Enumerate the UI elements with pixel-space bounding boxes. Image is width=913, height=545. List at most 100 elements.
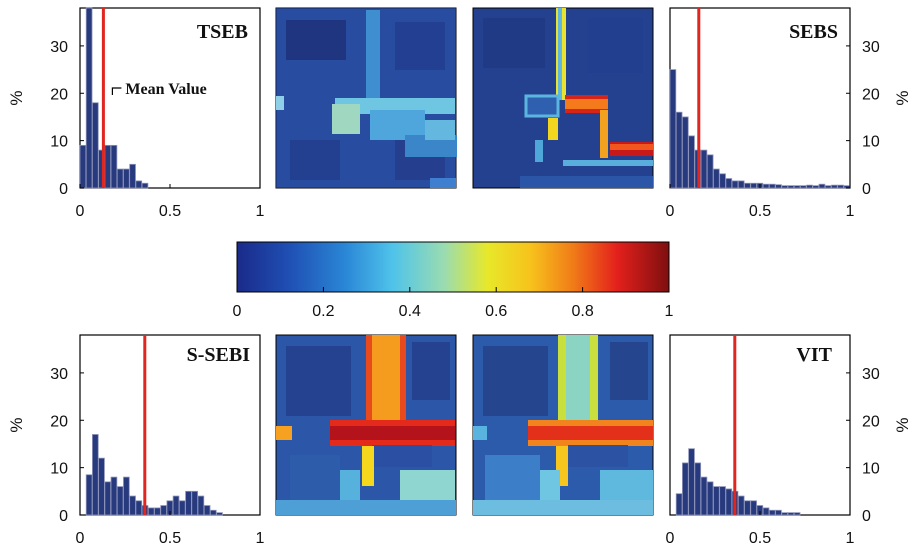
histogram-bar [172,495,180,516]
colorbar-ticks: 0 0.2 0.4 0.6 0.8 1 [233,287,674,320]
histogram-bar [762,183,770,189]
histogram-bar [98,457,105,516]
map-bottom-right [472,334,654,516]
histogram-bar [129,495,136,516]
histogram-bar [116,486,124,516]
x-tick-label: 0 [76,530,85,545]
histogram-bar [85,7,93,189]
x-tick-label: 0 [76,203,85,220]
y-tick-label: 0 [59,508,68,525]
y-tick-label: 10 [50,461,68,478]
histogram-s-sebi: 0 10 20 30 0 0.5 1% S-SEBI [7,334,265,545]
histogram-bar [781,512,788,516]
histogram-bar [731,180,739,189]
x-tick-label: 0.5 [749,203,771,220]
x-tick-label: 0.5 [159,203,181,220]
histogram-bar [812,185,820,189]
histogram-bar [762,507,770,516]
histogram-bar [800,185,807,189]
colorbar-tick-label: 0.6 [485,303,507,320]
histogram-bar [675,493,683,516]
histogram-bar [191,490,198,516]
map-top-left [275,7,457,189]
histogram-bar [824,185,832,189]
histogram-bar [688,135,695,189]
colorbar-tick-label: 1 [665,303,674,320]
histogram-bar [216,512,223,516]
histogram-bar [123,168,130,189]
x-tick-label: 0.5 [159,530,181,545]
histogram-bar [203,505,211,516]
histogram-bar [837,184,844,189]
histogram-bar [141,182,149,189]
x-tick-label: 0.5 [749,530,771,545]
histogram-bar [744,182,751,189]
colorbar-tick-label: 0 [233,303,242,320]
histogram-bar [135,180,143,189]
map-top-right [472,7,654,189]
histogram-bar [682,462,689,516]
histogram-bar [781,185,788,189]
histogram-bar [725,178,733,189]
histogram-bar [116,168,124,189]
colorbar: 0 0.2 0.4 0.6 0.8 1 [233,241,674,320]
y-tick-label: 20 [50,413,68,430]
histogram-bar [185,490,192,516]
histogram-bar [123,476,130,516]
y-tick-label: 0 [59,181,68,198]
histogram-bar [110,476,118,516]
histogram-bar [104,481,112,516]
histogram-bar [669,69,677,189]
x-tick-label: 1 [846,530,855,545]
annotation-leader [111,87,122,95]
y-tick-label: 0 [862,181,871,198]
histogram-bar [713,486,720,516]
y-axis-label: % [7,417,26,432]
mean-value-annotation: Mean Value [125,81,206,98]
histogram-bar [725,488,733,516]
histogram-sebs: 0 10 20 30 0 0.5 1% SEBS [666,7,912,220]
histogram-bar [706,481,714,516]
y-tick-label: 10 [862,134,880,151]
y-axis-label: % [7,90,26,105]
histogram-bar [85,474,93,516]
x-tick-label: 1 [846,203,855,220]
histogram-bar [104,144,112,189]
y-tick-label: 20 [862,413,880,430]
histogram-bar [831,184,838,189]
histogram-bar [210,509,217,516]
histogram-bar [688,448,695,516]
panel-title: TSEB [197,21,248,43]
histogram-bar [750,500,757,516]
histogram-bar [682,116,689,189]
colorbar-tick-label: 0.4 [399,303,421,320]
y-tick-label: 20 [862,86,880,103]
histogram-bar [768,509,776,516]
y-tick-label: 10 [50,134,68,151]
histogram-bar [719,486,726,516]
histogram-bar [713,168,720,189]
panel-title: S-SEBI [187,344,251,366]
histogram-bar [737,495,745,516]
y-tick-label: 20 [50,86,68,103]
x-tick-label: 1 [256,530,265,545]
histogram-bar [129,163,136,189]
panel-title: SEBS [789,21,838,43]
histogram-bar [706,154,714,189]
histogram-bar [135,500,143,516]
y-axis-label: % [893,90,912,105]
histogram-bar [768,183,776,189]
histogram-bar [818,183,826,189]
histogram-bar [147,507,155,516]
histogram-bar [700,149,708,189]
colorbar-tick-label: 0.8 [571,303,593,320]
histogram-bar [694,462,702,516]
histogram-bar [787,185,795,189]
histogram-bar [79,144,87,189]
histogram-bar [806,184,813,189]
histogram-bar [793,512,801,516]
y-tick-label: 30 [862,39,880,56]
x-tick-label: 1 [256,203,265,220]
